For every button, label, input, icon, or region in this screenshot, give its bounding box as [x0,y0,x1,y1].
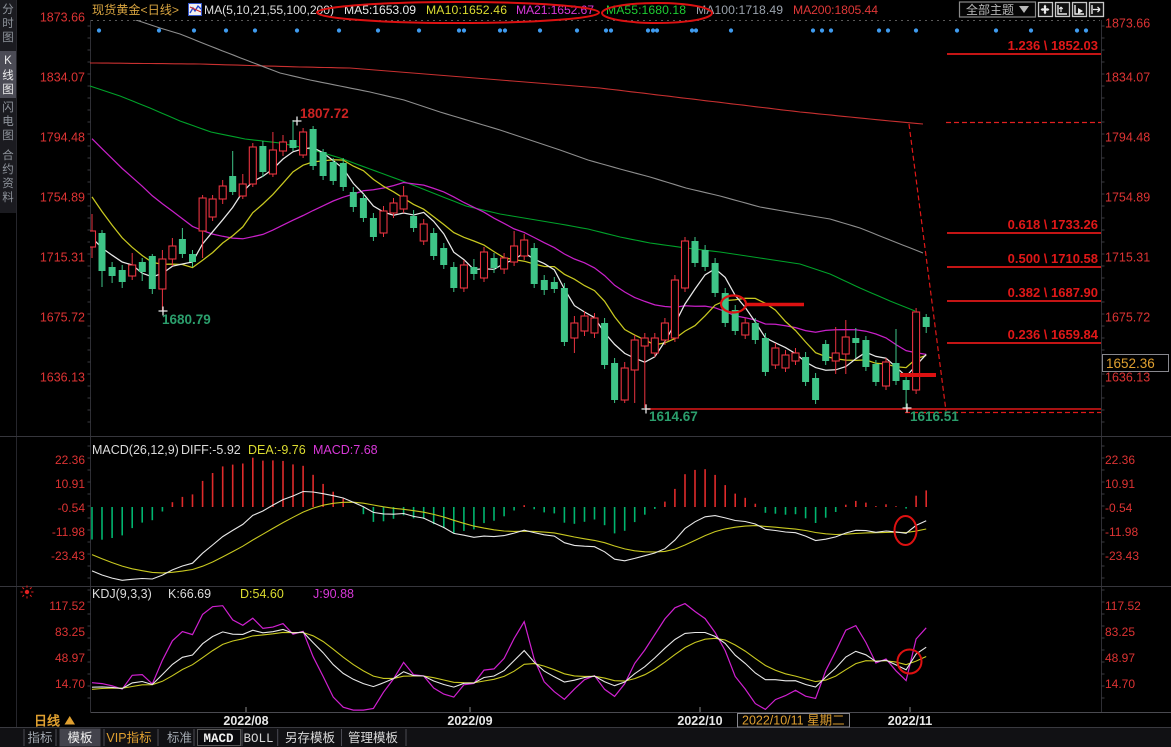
svg-text:MA100:1718.49: MA100:1718.49 [696,3,783,17]
svg-text:K:66.69: K:66.69 [168,587,211,601]
svg-text:全部主题: 全部主题 [966,2,1014,17]
svg-text:VIP指标: VIP指标 [106,730,151,745]
svg-text:22.36: 22.36 [55,453,85,467]
svg-text:14.70: 14.70 [55,677,85,691]
svg-text:料: 料 [2,190,14,204]
svg-text:117.52: 117.52 [1105,599,1141,613]
svg-text:-11.98: -11.98 [52,525,85,539]
svg-text:1794.48: 1794.48 [1105,131,1150,145]
svg-text:MACD: MACD [203,732,234,746]
svg-text:10.91: 10.91 [55,477,85,491]
svg-text:-23.43: -23.43 [1105,549,1139,563]
svg-text:另存模板: 另存模板 [285,731,336,745]
svg-text:0.500 \ 1710.58: 0.500 \ 1710.58 [1008,251,1098,266]
svg-text:电: 电 [2,115,14,128]
svg-text:1616.51: 1616.51 [910,409,959,424]
svg-text:1715.31: 1715.31 [40,251,85,265]
svg-text:1652.36: 1652.36 [1106,356,1155,371]
svg-text:2022/08: 2022/08 [223,714,268,728]
svg-text:-0.54: -0.54 [1105,501,1133,515]
svg-text:图: 图 [2,83,14,96]
svg-text:0.382 \ 1687.90: 0.382 \ 1687.90 [1008,285,1098,300]
svg-text:MA200:1805.44: MA200:1805.44 [793,3,878,17]
svg-text:1.236 \ 1852.03: 1.236 \ 1852.03 [1008,38,1098,53]
svg-text:合: 合 [2,148,14,162]
svg-text:现货黄金<日线>: 现货黄金<日线> [92,2,179,17]
svg-text:1807.72: 1807.72 [300,106,349,121]
svg-text:MACD(26,12,9): MACD(26,12,9) [92,443,179,457]
svg-text:48.97: 48.97 [55,651,85,665]
svg-text:1794.48: 1794.48 [40,131,85,145]
svg-text:1834.07: 1834.07 [1105,71,1150,85]
svg-text:线: 线 [2,68,14,82]
svg-text:D:54.60: D:54.60 [240,587,284,601]
svg-text:83.25: 83.25 [1105,625,1135,639]
svg-text:MA55:1680.18: MA55:1680.18 [606,3,686,17]
svg-text:DEA:-9.76: DEA:-9.76 [248,443,306,457]
svg-text:1754.89: 1754.89 [1105,191,1150,205]
svg-text:-0.54: -0.54 [58,501,86,515]
svg-text:10.91: 10.91 [1105,477,1135,491]
svg-text:J:90.88: J:90.88 [313,587,354,601]
svg-text:1675.72: 1675.72 [1105,311,1150,325]
svg-text:2022/10: 2022/10 [677,714,722,728]
svg-text:1680.79: 1680.79 [162,312,211,327]
svg-text:时: 时 [2,17,14,30]
svg-text:闪: 闪 [2,100,14,114]
svg-text:83.25: 83.25 [55,625,85,639]
svg-text:48.97: 48.97 [1105,651,1135,665]
svg-text:22.36: 22.36 [1105,453,1135,467]
svg-text:模板: 模板 [67,731,93,745]
svg-text:KDJ(9,3,3): KDJ(9,3,3) [92,587,152,601]
svg-text:0.236 \ 1659.84: 0.236 \ 1659.84 [1008,327,1099,342]
svg-text:图: 图 [2,31,14,44]
svg-text:MACD:7.68: MACD:7.68 [313,443,378,457]
svg-text:1715.31: 1715.31 [1105,251,1150,265]
svg-text:MA10:1652.46: MA10:1652.46 [426,3,507,17]
svg-text:K: K [4,55,12,67]
svg-text:1873.66: 1873.66 [40,11,85,25]
svg-text:1754.89: 1754.89 [40,191,85,205]
svg-text:1636.13: 1636.13 [1105,371,1150,385]
svg-text:1614.67: 1614.67 [649,409,698,424]
svg-text:DIFF:-5.92: DIFF:-5.92 [181,443,241,457]
svg-text:1675.72: 1675.72 [40,311,85,325]
svg-text:资: 资 [2,177,14,190]
svg-text:-23.43: -23.43 [51,549,85,563]
svg-text:指标: 指标 [27,730,52,745]
svg-text:14.70: 14.70 [1105,677,1135,691]
svg-text:标准: 标准 [167,731,192,745]
svg-text:1636.13: 1636.13 [40,371,85,385]
svg-text:1834.07: 1834.07 [40,71,85,85]
svg-text:2022/10/11 星期二: 2022/10/11 星期二 [742,714,845,728]
svg-text:图: 图 [2,129,14,142]
svg-text:管理模板: 管理模板 [348,730,399,745]
svg-text:日线: 日线 [34,714,60,729]
svg-text:分: 分 [2,3,14,16]
svg-text:-11.98: -11.98 [1105,525,1138,539]
svg-text:2022/09: 2022/09 [447,714,492,728]
svg-text:约: 约 [2,162,14,176]
svg-text:MA5:1653.09: MA5:1653.09 [344,3,416,17]
svg-text:MA(5,10,21,55,100,200): MA(5,10,21,55,100,200) [204,3,334,17]
svg-text:1873.66: 1873.66 [1105,17,1150,31]
svg-text:2022/11: 2022/11 [888,714,933,728]
svg-text:BOLL: BOLL [243,732,273,746]
svg-text:117.52: 117.52 [49,599,85,613]
svg-text:0.618 \ 1733.26: 0.618 \ 1733.26 [1008,217,1098,232]
